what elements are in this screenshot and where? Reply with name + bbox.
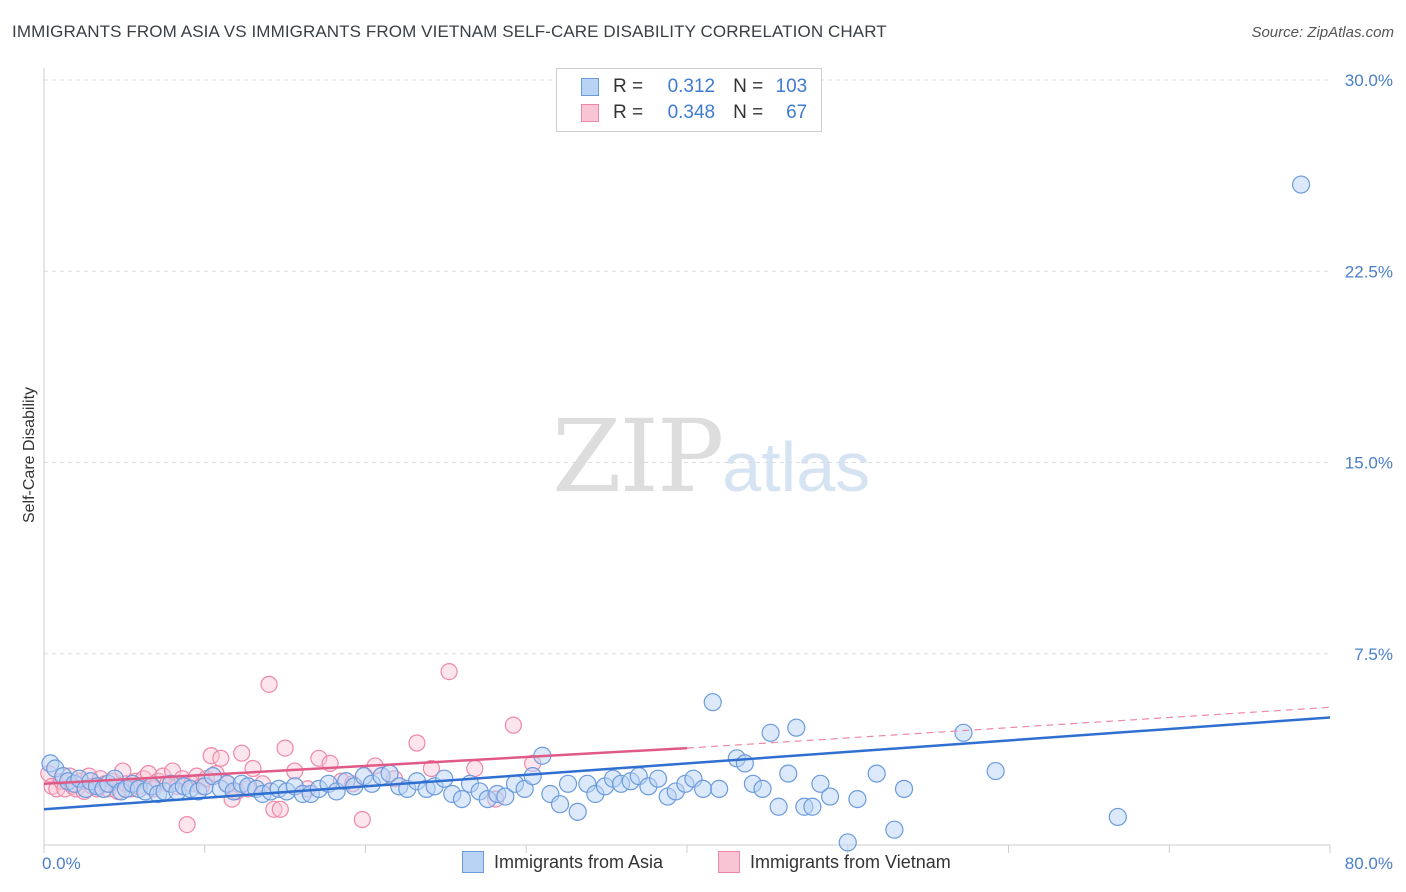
asia-point [986, 761, 1005, 781]
asia-point [753, 779, 772, 799]
vietnam-point [504, 716, 522, 734]
asia-point [787, 718, 806, 737]
asia-point [568, 802, 587, 821]
vietnam-point [310, 749, 328, 767]
vietnam-point [440, 662, 458, 681]
series-asia-points [41, 175, 1311, 852]
asia-swatch [581, 78, 599, 96]
y-tick-label: 15.0% [1345, 454, 1393, 473]
vietnam-point [276, 739, 294, 757]
asia-point [693, 779, 713, 799]
asia-point [885, 820, 904, 839]
asia-point [954, 723, 973, 742]
vietnam-r-value: 0.348 [667, 102, 716, 123]
asia-point [1108, 807, 1127, 827]
legend-item-vietnam: Immigrants from Vietnam [718, 851, 951, 873]
legend-item-asia: Immigrants from Asia [462, 851, 663, 873]
watermark-zip: ZIP [552, 398, 724, 515]
vietnam-point [466, 759, 484, 778]
asia-point [838, 833, 857, 852]
asia-point [710, 779, 729, 799]
asia-point [761, 723, 780, 742]
y-tick-labels: 7.5% 15.0% 22.5% 30.0% [1345, 71, 1393, 664]
vietnam-trend-line [43, 746, 688, 786]
asia-n-value: 103 [775, 76, 808, 97]
source-label: Source: ZipAtlas.com [1251, 24, 1394, 41]
asia-point [848, 789, 867, 809]
vietnam-n-value: 67 [786, 102, 808, 123]
asia-point [558, 774, 578, 793]
asia-point [1291, 175, 1311, 194]
asia-point [820, 787, 840, 806]
gridlines [44, 79, 1330, 655]
vietnam-swatch [581, 104, 599, 122]
vietnam-point [353, 810, 371, 829]
watermark-atlas: atlas [722, 428, 871, 506]
vietnam-point [265, 800, 283, 818]
y-tick-label: 30.0% [1345, 71, 1393, 90]
trend-lines [43, 706, 1331, 811]
vietnam-point [244, 759, 262, 778]
y-axis-title: Self-Care Disability [21, 387, 38, 523]
x-tick-labels: 0.0% 80.0% [42, 854, 1393, 873]
n-label: N = [733, 102, 764, 123]
vietnam-legend-swatch [718, 851, 740, 873]
asia-point [435, 769, 454, 788]
r-label: R = [613, 76, 644, 97]
asia-point [550, 795, 570, 814]
asia-trend-line [43, 716, 1331, 811]
x-tick-label: 0.0% [42, 854, 81, 873]
stats-legend: R = 0.312 N = 103 R = 0.348 N = 67 [556, 68, 822, 132]
asia-point [523, 767, 542, 786]
vietnam-point [260, 675, 278, 693]
asia-point [703, 693, 722, 712]
y-tick-label: 22.5% [1345, 262, 1393, 281]
vietnam-point [178, 815, 196, 834]
axes [43, 68, 1331, 853]
vietnam-point [271, 800, 289, 818]
asia-point [769, 797, 788, 816]
r-label: R = [613, 102, 644, 123]
asia-point [803, 797, 822, 816]
asia-point [496, 787, 515, 806]
vietnam-point [422, 759, 441, 778]
asia-point [867, 764, 886, 783]
n-label: N = [733, 76, 764, 97]
vietnam-point [408, 734, 426, 752]
y-tick-label: 7.5% [1354, 645, 1393, 664]
asia-point [452, 789, 472, 809]
vietnam-point [233, 744, 251, 762]
asia-r-value: 0.312 [667, 76, 716, 97]
asia-point [894, 779, 914, 799]
asia-point [811, 774, 830, 793]
asia-point [648, 769, 668, 788]
legend-row-vietnam: R = 0.348 N = 67 [581, 101, 807, 125]
chart-title: IMMIGRANTS FROM ASIA VS IMMIGRANTS FROM … [12, 22, 887, 41]
asia-legend-label: Immigrants from Asia [494, 851, 664, 872]
asia-point [735, 754, 754, 773]
vietnam-point [202, 747, 220, 765]
vietnam-legend-label: Immigrants from Vietnam [750, 851, 951, 872]
asia-point [779, 764, 798, 783]
vietnam-trend-extension [686, 706, 1331, 749]
watermark: ZIPatlas [552, 398, 870, 515]
x-tick-label: 80.0% [1345, 854, 1393, 873]
asia-legend-swatch [462, 851, 484, 873]
legend-row-asia: R = 0.312 N = 103 [581, 75, 807, 99]
vietnam-point [212, 749, 230, 767]
